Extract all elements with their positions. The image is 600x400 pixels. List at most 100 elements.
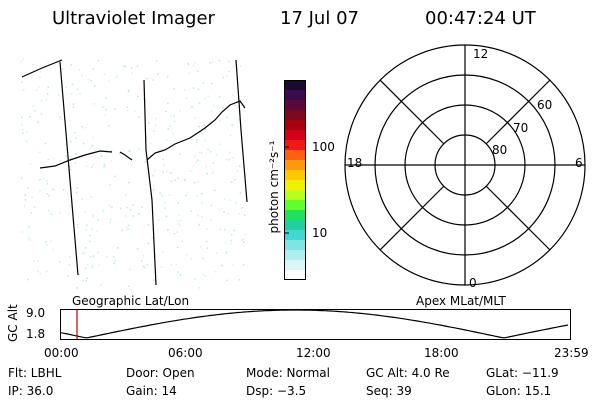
image-speckle — [228, 158, 230, 161]
image-speckle — [219, 228, 222, 231]
image-speckle — [142, 265, 145, 268]
image-speckle — [170, 172, 172, 174]
image-speckle — [126, 206, 129, 209]
date-label: 17 Jul 07 — [280, 8, 359, 29]
image-speckle — [110, 160, 113, 162]
image-speckle — [46, 93, 49, 95]
image-speckle — [130, 67, 133, 69]
image-speckle — [163, 201, 166, 203]
image-speckle — [45, 244, 48, 246]
image-speckle — [206, 172, 208, 175]
colorbar-band — [284, 150, 306, 161]
image-speckle — [91, 265, 94, 268]
image-speckle — [28, 225, 30, 228]
image-speckle — [207, 95, 209, 97]
image-speckle — [103, 163, 106, 166]
image-speckle — [90, 79, 93, 82]
image-speckle — [20, 60, 22, 63]
image-speckle — [65, 155, 67, 157]
image-speckle — [92, 214, 94, 216]
image-speckle — [92, 164, 95, 166]
image-speckle — [211, 61, 213, 64]
image-speckle — [157, 149, 160, 152]
image-speckle — [194, 155, 197, 157]
image-speckle — [141, 260, 143, 262]
image-speckle — [109, 218, 112, 221]
image-speckle — [127, 109, 129, 112]
image-speckle — [35, 89, 38, 91]
image-speckle — [89, 234, 91, 237]
image-speckle — [92, 68, 95, 70]
image-speckle — [90, 146, 92, 148]
image-speckle — [86, 277, 88, 280]
image-speckle — [147, 224, 150, 226]
image-speckle — [57, 94, 60, 96]
image-speckle — [226, 212, 229, 214]
info-gc-alt: GC Alt: 4.0 Re — [366, 366, 450, 380]
image-speckle — [177, 223, 180, 225]
image-speckle — [178, 214, 181, 216]
image-speckle — [238, 101, 241, 104]
image-speckle — [24, 194, 26, 196]
image-speckle — [105, 109, 107, 111]
polar-diagonal-se — [485, 185, 551, 251]
image-speckle — [28, 238, 30, 240]
image-speckle — [94, 85, 96, 87]
colorbar-band — [284, 230, 306, 241]
image-speckle — [39, 75, 41, 78]
polar-diagonal-sw — [379, 185, 445, 251]
image-speckle — [239, 65, 242, 67]
image-speckle — [85, 279, 88, 282]
info-dsp: Dsp: −3.5 — [246, 384, 307, 398]
image-speckle — [153, 255, 155, 258]
image-speckle — [52, 248, 54, 251]
image-speckle — [84, 247, 87, 249]
image-speckle — [44, 142, 47, 145]
image-speckle — [87, 79, 90, 81]
image-speckle — [24, 198, 27, 201]
image-speckle — [76, 187, 79, 189]
image-speckle — [173, 88, 176, 90]
image-speckle — [62, 188, 65, 191]
colorbar-band — [284, 90, 306, 101]
image-speckle — [167, 128, 169, 130]
image-speckle — [188, 72, 191, 75]
image-speckle — [86, 224, 88, 226]
image-speckle — [154, 124, 157, 127]
image-speckle — [144, 161, 147, 163]
image-speckle — [173, 233, 176, 235]
image-speckle — [197, 88, 200, 91]
image-speckle — [186, 191, 189, 194]
image-speckle — [97, 219, 100, 221]
image-speckle — [109, 184, 112, 186]
image-speckle — [84, 211, 86, 214]
image-speckle — [37, 270, 39, 273]
image-speckle — [198, 286, 200, 289]
image-speckle — [205, 165, 208, 168]
image-speckle — [111, 206, 113, 208]
image-speckle — [232, 157, 234, 159]
image-speckle — [215, 154, 218, 156]
colorbar-band — [284, 210, 306, 221]
image-speckle — [161, 195, 164, 197]
image-speckle — [165, 110, 167, 113]
info-gain: Gain: 14 — [126, 384, 177, 398]
image-speckle — [119, 207, 122, 210]
image-speckle — [179, 273, 182, 276]
timeline-xtick-0600: 06:00 — [168, 346, 203, 360]
image-speckle — [196, 195, 198, 198]
image-speckle — [137, 95, 139, 98]
image-speckle — [209, 62, 211, 64]
colorbar-band — [284, 120, 306, 131]
image-speckle — [187, 62, 189, 65]
image-speckle — [176, 231, 178, 233]
image-speckle — [143, 97, 145, 100]
image-speckle — [47, 158, 50, 161]
image-speckle — [197, 214, 199, 217]
image-speckle — [207, 148, 209, 151]
image-speckle — [29, 163, 32, 165]
image-speckle — [158, 218, 160, 221]
image-speckle — [85, 229, 87, 231]
